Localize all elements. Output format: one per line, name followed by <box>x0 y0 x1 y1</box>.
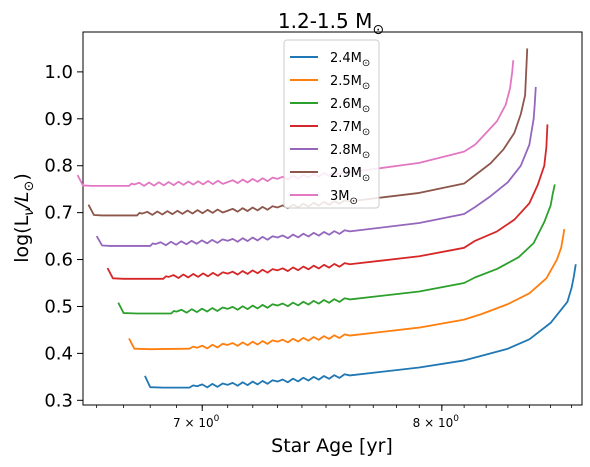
x-axis-label: Star Age [yr] <box>271 435 393 457</box>
y-tick-label: 0.9 <box>44 109 73 130</box>
y-tick-label: 0.3 <box>44 390 73 411</box>
legend-label: 2.9M⊙ <box>330 166 370 184</box>
series-line-4 <box>106 124 549 280</box>
x-tick-label: 8 × 100 <box>413 414 460 430</box>
x-axis: 7 × 100 8 × 100 <box>96 405 572 430</box>
series-line-6 <box>87 48 529 217</box>
y-axis: 0.3 0.4 0.5 0.6 0.7 0.8 0.9 1.0 <box>44 62 83 411</box>
y-tick-label: 0.8 <box>44 156 73 177</box>
chart-title: 1.2-1.5 M⊙ <box>278 9 384 38</box>
legend-label: 2.5M⊙ <box>330 74 370 92</box>
legend-label: 3M⊙ <box>330 189 358 207</box>
series-layer <box>76 48 577 389</box>
series-line-1 <box>144 264 577 389</box>
y-tick-label: 0.6 <box>44 250 73 271</box>
y-axis-label: log(Lν/L⊙) <box>11 173 37 263</box>
series-line-2 <box>128 228 566 351</box>
y-tick-label: 1.0 <box>44 62 73 83</box>
legend-label: 2.8M⊙ <box>330 143 370 161</box>
plot-frame <box>82 31 583 406</box>
legend-label: 2.6M⊙ <box>330 97 370 115</box>
legend-label: 2.7M⊙ <box>330 120 370 138</box>
y-tick-label: 0.7 <box>44 203 73 224</box>
y-tick-label: 0.4 <box>44 343 73 364</box>
series-line-5 <box>95 86 537 247</box>
legend: 2.4M⊙ 2.5M⊙ 2.6M⊙ 2.7M⊙ 2.8M⊙ 2.9M⊙ 3M⊙ <box>283 39 380 209</box>
legend-label: 2.4M⊙ <box>330 51 370 69</box>
x-tick-label: 7 × 100 <box>173 414 220 430</box>
legend-box <box>283 39 380 209</box>
y-tick-label: 0.5 <box>44 296 73 317</box>
series-line-3 <box>117 184 556 315</box>
